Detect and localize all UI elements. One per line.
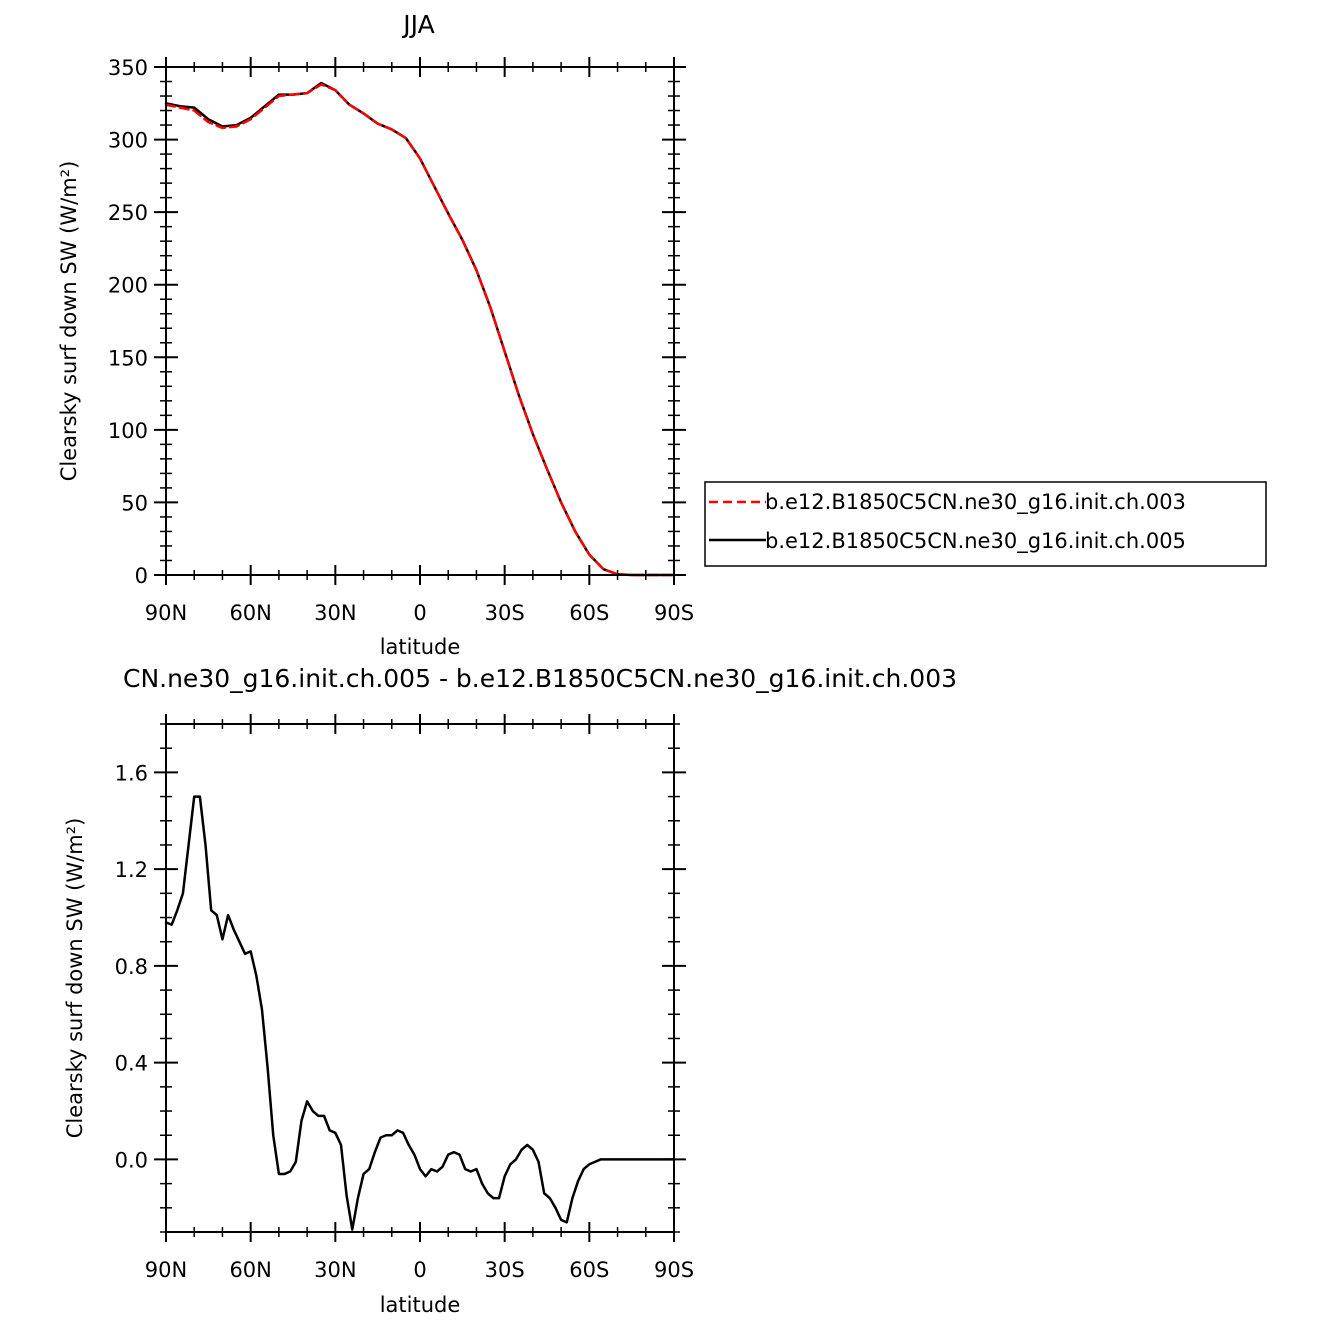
y-tick-label: 300: [108, 129, 148, 153]
x-tick-label: 60S: [569, 1258, 609, 1282]
bottom-panel-x-axis-label: latitude: [380, 1293, 461, 1317]
y-tick-label: 100: [108, 419, 148, 443]
bottom-panel-frame: [165, 723, 675, 1233]
legend-label-series-2: b.e12.B1850C5CN.ne30_g16.init.ch.005: [765, 529, 1186, 554]
y-tick-label: 250: [108, 201, 148, 225]
y-tick-label: 0.8: [115, 955, 148, 979]
top-panel-tick-labels: 90N 60N 30N 0 30S 60S 90S 0 50 100 150 200 250 300 350: [108, 56, 694, 625]
x-tick-label: 60N: [229, 601, 271, 625]
y-tick-label: 0: [135, 564, 148, 588]
legend-box: [704, 481, 1267, 567]
bottom-panel-lines: [164, 795, 676, 1231]
y-tick-label: 50: [121, 491, 148, 515]
legend-label-series-1: b.e12.B1850C5CN.ne30_g16.init.ch.003: [765, 490, 1186, 515]
x-tick-label: 90N: [145, 1258, 187, 1282]
y-tick-label: 0.4: [115, 1052, 148, 1076]
x-tick-label: 0: [413, 601, 426, 625]
bottom-panel-ticks: [154, 714, 686, 1242]
y-tick-label: 200: [108, 274, 148, 298]
top-panel: JJA 90N 60N 30N 0 30S 60S 90S 0 50 100 150 200 250 30…: [57, 10, 1267, 659]
bottom-panel-y-axis-label: Clearsky surf down SW (W/m²): [63, 818, 87, 1139]
legend: b.e12.B1850C5CN.ne30_g16.init.ch.003 b.e…: [704, 481, 1267, 567]
x-tick-label: 60S: [569, 601, 609, 625]
top-panel-lines: [164, 81, 676, 577]
y-tick-label: 350: [108, 56, 148, 80]
x-tick-label: 90N: [145, 601, 187, 625]
top-panel-ticks: [154, 57, 686, 585]
x-tick-label: 30S: [485, 1258, 525, 1282]
x-tick-label: 90S: [654, 601, 694, 625]
x-tick-label: 30S: [485, 601, 525, 625]
series-line-1: [164, 795, 676, 1231]
bottom-panel-tick-labels: 90N 60N 30N 0 30S 60S 90S 0.0 0.4 0.8 1.2 1.6: [115, 761, 694, 1282]
x-tick-label: 60N: [229, 1258, 271, 1282]
top-panel-y-axis-label: Clearsky surf down SW (W/m²): [57, 161, 81, 482]
y-tick-label: 150: [108, 346, 148, 370]
x-tick-label: 30N: [314, 601, 356, 625]
top-panel-frame: [165, 66, 675, 576]
y-tick-label: 1.6: [115, 761, 148, 785]
top-panel-x-axis-label: latitude: [380, 635, 461, 659]
x-tick-label: 0: [413, 1258, 426, 1282]
bottom-panel: CN.ne30_g16.init.ch.005 - b.e12.B1850C5C…: [63, 664, 957, 1317]
y-tick-label: 0.0: [115, 1148, 148, 1172]
x-tick-label: 90S: [654, 1258, 694, 1282]
y-tick-label: 1.2: [115, 858, 148, 882]
bottom-panel-title: CN.ne30_g16.init.ch.005 - b.e12.B1850C5C…: [123, 664, 957, 693]
series-line-1: [164, 83, 676, 577]
top-panel-title: JJA: [401, 10, 434, 39]
x-tick-label: 30N: [314, 1258, 356, 1282]
